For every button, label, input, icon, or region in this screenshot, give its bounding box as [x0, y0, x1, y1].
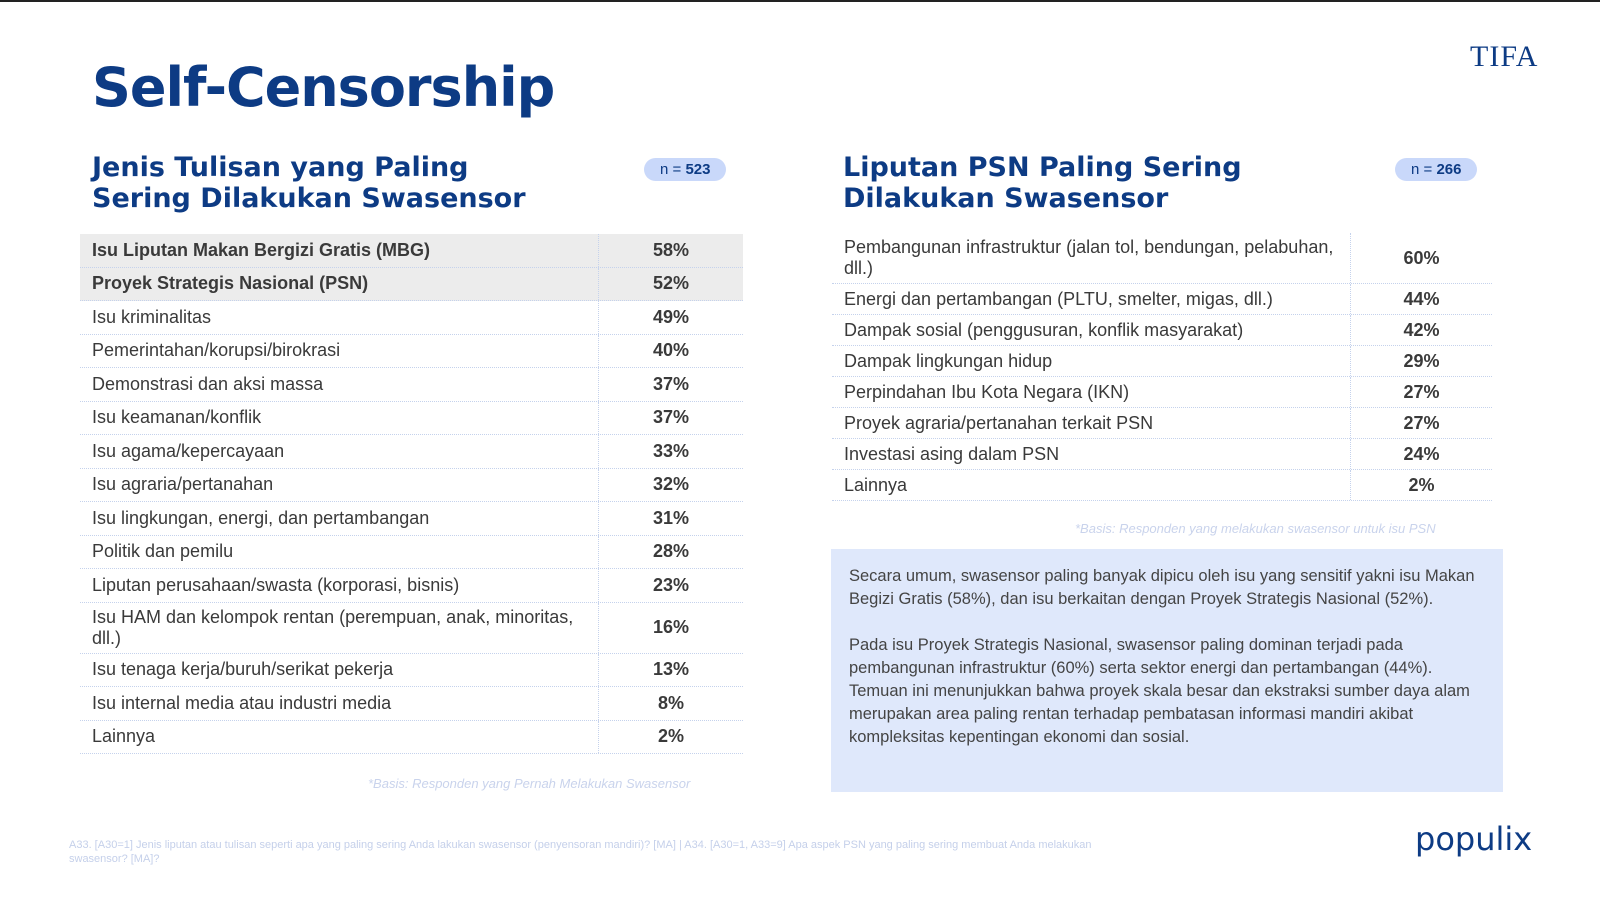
- row-label: Isu Liputan Makan Bergizi Gratis (MBG): [92, 239, 431, 260]
- table-row: Isu agraria/pertanahan 32%: [80, 468, 743, 502]
- left-title: Jenis Tulisan yang Paling Sering Dilakuk…: [92, 152, 526, 214]
- row-value: 23%: [598, 569, 743, 602]
- slide-title: Self-Censorship: [92, 56, 555, 119]
- row-label: Proyek Strategis Nasional (PSN): [92, 273, 369, 294]
- table-row: Liputan perusahaan/swasta (korporasi, bi…: [80, 569, 743, 603]
- table-row: Isu keamanan/konflik 37%: [80, 401, 743, 435]
- row-value: 44%: [1350, 284, 1492, 314]
- table-row: Demonstrasi dan aksi massa 37%: [80, 368, 743, 402]
- right-table: Pembangunan infrastruktur (jalan tol, be…: [832, 233, 1492, 501]
- table-row: Dampak sosial (penggusuran, konflik masy…: [832, 315, 1492, 346]
- row-value: 60%: [1350, 233, 1492, 283]
- row-value: 32%: [598, 468, 743, 501]
- row-label: Proyek agraria/pertanahan terkait PSN: [844, 412, 1154, 433]
- table-row: Isu Liputan Makan Bergizi Gratis (MBG) 58…: [80, 234, 743, 268]
- right-n: n = 266: [1395, 158, 1478, 181]
- left-table: Isu Liputan Makan Bergizi Gratis (MBG) 58…: [80, 234, 743, 754]
- row-label: Isu internal media atau industri media: [92, 692, 392, 713]
- table-row: Isu HAM dan kelompok rentan (perempuan, …: [80, 602, 743, 654]
- row-value: 13%: [598, 653, 743, 686]
- row-label: Isu tenaga kerja/buruh/serikat pekerja: [92, 659, 394, 680]
- table-row: Proyek Strategis Nasional (PSN) 52%: [80, 267, 743, 301]
- populix-logo: populix: [1415, 820, 1533, 858]
- row-value: 33%: [598, 435, 743, 468]
- summary-paragraph: Pada isu Proyek Strategis Nasional, swas…: [849, 636, 1470, 746]
- summary-paragraph: Secara umum, swasensor paling banyak dip…: [849, 567, 1475, 608]
- row-value: 8%: [598, 687, 743, 720]
- row-value: 37%: [598, 368, 743, 401]
- row-label: Isu agama/kepercayaan: [92, 440, 285, 461]
- row-label: Investasi asing dalam PSN: [844, 443, 1060, 464]
- row-value: 49%: [598, 301, 743, 334]
- row-label: Pemerintahan/korupsi/birokrasi: [92, 340, 341, 361]
- n-value: 523: [685, 161, 711, 178]
- table-row: Isu agama/kepercayaan 33%: [80, 435, 743, 469]
- row-value: 31%: [598, 502, 743, 535]
- row-value: 2%: [598, 720, 743, 753]
- table-row: Isu lingkungan, energi, dan pertambangan…: [80, 502, 743, 536]
- row-label: Liputan perusahaan/swasta (korporasi, bi…: [92, 574, 460, 595]
- left-n: n = 523: [644, 158, 727, 181]
- row-label: Isu keamanan/konflik: [92, 407, 262, 428]
- row-value: 29%: [1350, 346, 1492, 376]
- row-label: Isu kriminalitas: [92, 306, 212, 327]
- right-note: *Basis: Responden yang melakukan swasens…: [1075, 521, 1436, 536]
- row-value: 37%: [598, 401, 743, 434]
- footnote: A33. [A30=1] Jenis liputan atau tulisan …: [69, 839, 1092, 865]
- row-value: 52%: [598, 267, 743, 300]
- n-value: 266: [1436, 161, 1462, 178]
- row-label: Isu agraria/pertanahan: [92, 474, 274, 495]
- row-label: Energi dan pertambangan (PLTU, smelter, …: [844, 288, 1273, 309]
- summary-box: Secara umum, swasensor paling banyak dip…: [831, 549, 1503, 792]
- row-value: 27%: [1350, 408, 1492, 438]
- row-value: 2%: [1350, 470, 1492, 500]
- table-row: Isu kriminalitas 49%: [80, 301, 743, 335]
- row-value: 42%: [1350, 315, 1492, 345]
- row-label: Dampak sosial (penggusuran, konflik masy…: [844, 319, 1244, 340]
- table-row: Politik dan pemilu 28%: [80, 535, 743, 569]
- top-rule: [0, 0, 1600, 2]
- row-value: 40%: [598, 334, 743, 367]
- row-label: Isu lingkungan, energi, dan pertambangan: [92, 507, 430, 528]
- table-row: Proyek agraria/pertanahan terkait PSN 27%: [832, 408, 1492, 439]
- table-row: Dampak lingkungan hidup 29%: [832, 346, 1492, 377]
- table-row: Pemerintahan/korupsi/birokrasi 40%: [80, 334, 743, 368]
- n-prefix: n =: [660, 161, 682, 178]
- table-row: Lainnya 2%: [832, 470, 1492, 501]
- table-row: Investasi asing dalam PSN 24%: [832, 439, 1492, 470]
- table-row: Pembangunan infrastruktur (jalan tol, be…: [832, 233, 1492, 284]
- row-label: Politik dan pemilu: [92, 541, 234, 562]
- row-value: 16%: [598, 602, 743, 653]
- row-label: Lainnya: [92, 726, 156, 747]
- right-title: Liputan PSN Paling Sering Dilakukan Swas…: [843, 152, 1242, 214]
- table-row: Perpindahan Ibu Kota Negara (IKN) 27%: [832, 377, 1492, 408]
- row-value: 27%: [1350, 377, 1492, 407]
- row-label: Perpindahan Ibu Kota Negara (IKN): [844, 381, 1130, 402]
- row-label: Lainnya: [844, 474, 908, 495]
- table-row: Energi dan pertambangan (PLTU, smelter, …: [832, 284, 1492, 315]
- table-row: Isu internal media atau industri media 8%: [80, 687, 743, 721]
- left-note: *Basis: Responden yang Pernah Melakukan …: [368, 776, 691, 791]
- row-value: 58%: [598, 234, 743, 267]
- table-row: Lainnya 2%: [80, 720, 743, 754]
- table-row: Isu tenaga kerja/buruh/serikat pekerja 13…: [80, 653, 743, 687]
- row-label: Isu HAM dan kelompok rentan (perempuan, …: [92, 606, 574, 648]
- row-label: Dampak lingkungan hidup: [844, 350, 1053, 371]
- n-prefix: n =: [1411, 161, 1433, 178]
- row-value: 28%: [598, 535, 743, 568]
- row-label: Demonstrasi dan aksi massa: [92, 373, 324, 394]
- row-label: Pembangunan infrastruktur (jalan tol, be…: [844, 237, 1334, 278]
- tifa-logo: TIFA: [1470, 40, 1539, 73]
- row-value: 24%: [1350, 439, 1492, 469]
